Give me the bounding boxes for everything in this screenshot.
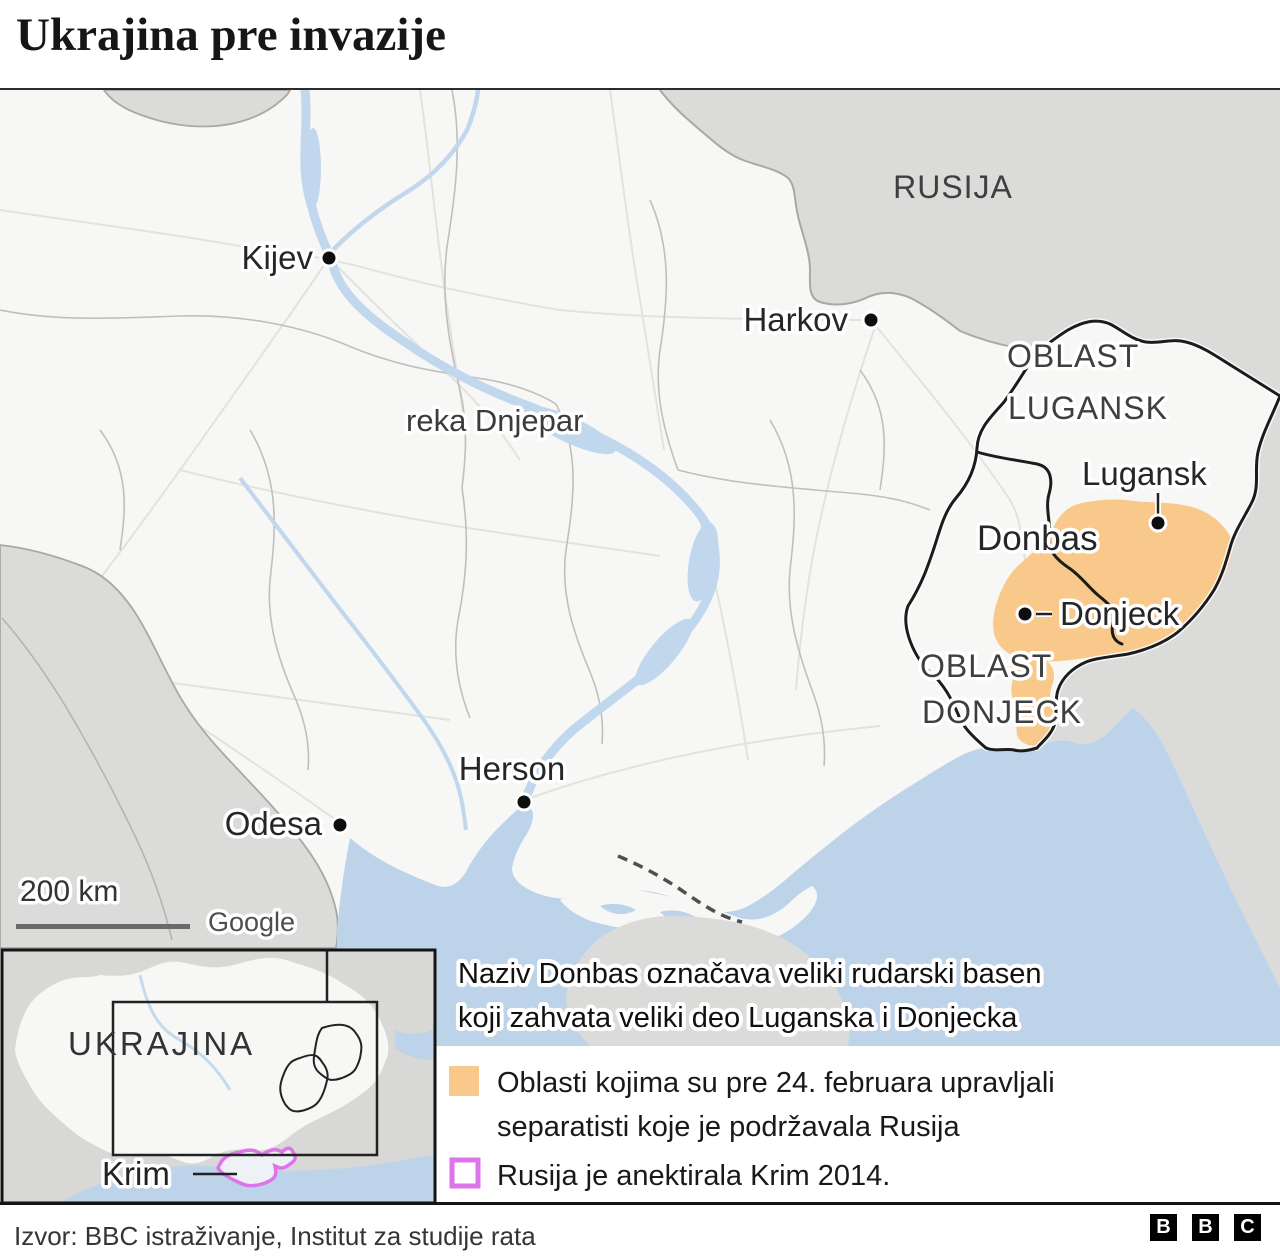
label-lugansk: Lugansk [1082,455,1207,492]
bug-river [238,476,468,831]
label-donjeck: Donjeck [1060,595,1180,632]
legend: Oblasti kojima su pre 24. februara uprav… [437,1046,1280,1205]
harkov-dot [861,310,881,330]
city-markers [319,248,1168,835]
lugansk-dot [1148,513,1168,533]
oblast-border-north [1036,319,1280,398]
legend-item1-line1: Oblasti kojima su pre 24. februara uprav… [497,1067,1055,1099]
oblast-border-east [1035,394,1280,750]
odesa-dot [330,815,350,835]
annotation: Naziv Donbas označava veliki rudarski ba… [454,954,1046,1038]
label-harkov: Harkov [743,301,848,338]
separatist-area-south [1009,653,1055,746]
legend-item1-line2: separatisti koje je podržavala Rusija [497,1111,960,1143]
neighbor-countries [0,89,1280,988]
label-kijev: Kijev [241,239,313,276]
oblast-border-west [904,349,1040,750]
crimea-area [560,854,850,1046]
label-reka-dnjepar: reka Dnjepar [406,403,583,438]
label-oblast-lugansk-1: OBLAST [1007,338,1139,374]
inset-viewport-rect [111,1000,379,1157]
russia-southeast [1037,396,1280,988]
label-odesa: Odesa [225,805,323,842]
inset-donjeck-oblast [279,1054,329,1113]
google-attribution: Google [208,907,295,937]
map-bottom-frame [0,1202,1280,1205]
bbc-logo-block-3: C [1234,1214,1261,1241]
inset-azov-sea [395,1030,433,1060]
main-map: RUSIJA Kijev Harkov reka Dnjepar OBLAST … [0,85,1280,1205]
inset-map: UKRAJINA Krim [0,948,437,1205]
map-canvas: RUSIJA Kijev Harkov reka Dnjepar OBLAST … [0,85,1280,1205]
oblast-divide [975,450,1124,646]
title-divider [0,88,1280,90]
inset-country-label: UKRAJINA [68,1025,255,1062]
label-donbas: Donbas [977,519,1098,558]
bbc-logo-block-1: B [1150,1214,1177,1241]
kijev-dot [319,248,339,268]
oblast-borders-layer [0,89,931,771]
crimea-admin-dashed-line [617,854,743,924]
legend-panel [437,1046,1280,1205]
label-rusija: RUSIJA [893,169,1013,205]
scale-bar-group: 200 km Google [16,872,299,941]
bbc-logo-block-2: B [1192,1214,1219,1241]
label-oblast-lugansk-2: LUGANSK [1008,390,1168,426]
crimea-peninsula [566,915,850,1046]
separatist-area-main [993,499,1233,662]
highlighted-oblast-borders [902,318,1280,753]
black-sea-azov-sea [337,708,1280,1046]
russia-border-line [659,89,1039,352]
inset-crimea-label: Krim [102,1155,170,1192]
legend-swatch-crimea [449,1157,481,1189]
annotation-line-1: Naziv Donbas označava veliki rudarski ba… [458,958,1042,990]
legend-item2: Rusija je anektirala Krim 2014. [497,1160,890,1192]
separatist-areas [993,499,1233,746]
scale-bar [16,924,190,929]
moldova-inner-border [1,617,173,941]
inset-crimea-outline [216,1146,297,1188]
russia-northeast [660,90,1280,396]
herson-dot [514,792,534,812]
legend-swatch-separatist [449,1066,479,1096]
inset-river [138,974,232,1091]
annotation-line-2: koji zahvata veliki deo Luganska i Donje… [458,1002,1018,1034]
label-oblast-donjeck-2: DONJECK [922,694,1082,730]
inset-lugansk-oblast [312,1023,363,1081]
moldova-romania [0,544,339,949]
belarus [102,89,292,128]
page-title: Ukrajina pre invazije [16,9,446,61]
desna-river [331,89,481,252]
footer: Izvor: BBC istraživanje, Institut za stu… [0,1205,1280,1260]
source-text: Izvor: BBC istraživanje, Institut za stu… [14,1221,536,1251]
donjeck-dot [1015,604,1035,624]
map-labels: RUSIJA Kijev Harkov reka Dnjepar OBLAST … [221,169,1210,846]
label-oblast-donjeck-1: OBLAST [920,648,1052,684]
scale-label: 200 km [20,875,118,908]
header: Ukrajina pre invazije [0,0,1280,90]
label-herson: Herson [459,750,565,787]
oblast-border-coast [984,746,1039,753]
